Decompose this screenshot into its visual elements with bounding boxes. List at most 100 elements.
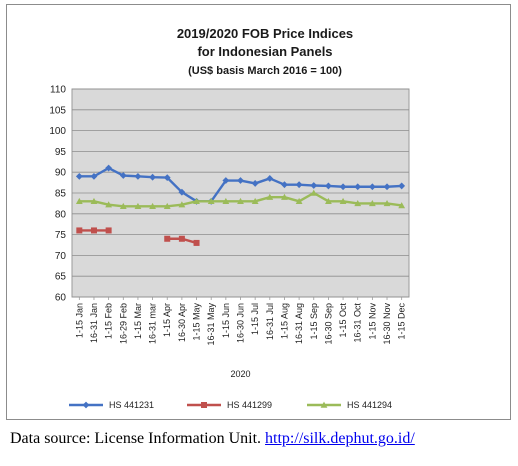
data-point [354,183,362,191]
data-point [354,200,362,207]
data-point [178,201,186,208]
data-point [383,200,391,207]
data-point [222,197,230,205]
x-tick-label: 1-15 Jul [250,303,260,335]
legend-label: HS 441299 [227,400,272,410]
data-point [149,202,156,210]
chart: 2019/2020 FOB Price Indices for Indonesi… [49,26,410,410]
data-point [75,172,83,180]
data-point [266,193,274,200]
legend-label: HS 441294 [347,400,392,410]
data-point [119,202,127,210]
x-tick-label: 16-31 May [206,303,216,346]
data-point [398,202,406,209]
legend-item: HS 441299 [187,400,272,410]
data-point [325,182,332,190]
source-link[interactable]: http://silk.dephut.go.id/ [265,430,415,447]
x-tick-label: 1-15 Nov [367,303,377,340]
data-point [178,188,186,196]
data-point [193,197,200,205]
data-point [383,183,391,191]
data-point [163,174,171,182]
x-tick-label: 16-31 mar [148,303,158,344]
y-tick-label: 80 [55,209,67,220]
y-tick-label: 100 [49,126,66,137]
y-tick-label: 95 [55,147,67,158]
data-point [105,227,112,234]
x-tick-label: 1-15 Sep [309,303,319,340]
x-tick-label: 16-30 Sep [323,303,333,345]
data-point [368,200,376,207]
data-point [178,235,185,242]
data-point [90,172,98,180]
data-point [281,181,288,189]
data-point [237,197,244,205]
data-point [105,164,113,172]
data-point [76,227,83,234]
x-tick-label: 16-30 Apr [177,303,187,342]
data-point [295,181,303,189]
x-tick-label: 1-15 Jan [74,303,84,338]
data-point [134,202,142,210]
y-tick-label: 70 [55,251,67,262]
legend-label: HS 441231 [109,400,154,410]
y-tick-label: 75 [55,230,67,241]
data-point [310,182,318,189]
data-point [164,235,171,242]
x-tick-label: 1-15 Oct [338,303,348,338]
legend-marker [82,401,90,409]
data-point [339,197,347,205]
data-point [222,177,230,184]
x-tick-label: 16-30 Nov [382,303,392,345]
x-tick-label: 16-30 Jun [236,303,246,343]
x-tick-label: 16-31 Aug [294,303,304,344]
y-tick-label: 105 [49,105,66,116]
data-point [310,189,318,196]
y-tick-label: 85 [55,189,67,200]
data-point [237,177,244,184]
data-point [105,201,113,208]
data-point [207,197,215,205]
data-point [149,173,156,181]
x-tick-label: 16-31 Oct [353,303,363,343]
data-point [134,172,142,180]
x-tick-label: 1-15 May [192,303,202,341]
data-point [398,182,406,190]
data-point [266,175,274,182]
data-point [251,180,259,187]
x-tick-label: 1-15 Jun [221,303,231,338]
chart-title-line-3: (US$ basis March 2016 = 100) [188,65,342,77]
x-tick-label: 1-15 Dec [397,303,407,340]
chart-title-line-1: 2019/2020 FOB Price Indices [177,26,353,41]
x-tick-label: 1-15 Aug [279,303,289,339]
data-point [295,197,303,205]
x-axis-label: 2020 [230,369,250,379]
data-point [119,172,127,179]
x-tick-label: 1-15 Apr [162,303,172,337]
data-point [339,183,347,191]
series-hs-441294 [75,189,406,210]
data-point [90,197,98,205]
x-tick-label: 1-15 Feb [104,303,114,339]
x-tick-label: 16-31 Jul [265,303,275,340]
data-point [163,202,171,210]
chart-title-line-2: for Indonesian Panels [197,44,332,59]
source-text: Data source: License Information Unit. [10,430,266,447]
x-tick-label: 16-29 Feb [118,303,128,344]
legend-marker [320,401,328,408]
data-source-note: Data source: License Information Unit. h… [10,430,415,448]
legend-item: HS 441294 [307,400,392,410]
y-tick-label: 90 [55,168,67,179]
series-hs-441299 [76,227,200,246]
data-point [193,239,200,246]
data-point [75,197,83,205]
legend-item: HS 441231 [69,400,154,410]
y-tick-label: 65 [55,272,67,283]
y-tick-label: 110 [50,85,66,96]
series-hs-441231 [75,164,406,205]
y-tick-label: 60 [55,293,67,304]
x-tick-label: 16-31 Jan [89,303,99,343]
chart-frame: 2019/2020 FOB Price Indices for Indonesi… [6,4,511,420]
x-tick-label: 1-15 Mar [133,303,143,339]
data-point [368,183,376,191]
